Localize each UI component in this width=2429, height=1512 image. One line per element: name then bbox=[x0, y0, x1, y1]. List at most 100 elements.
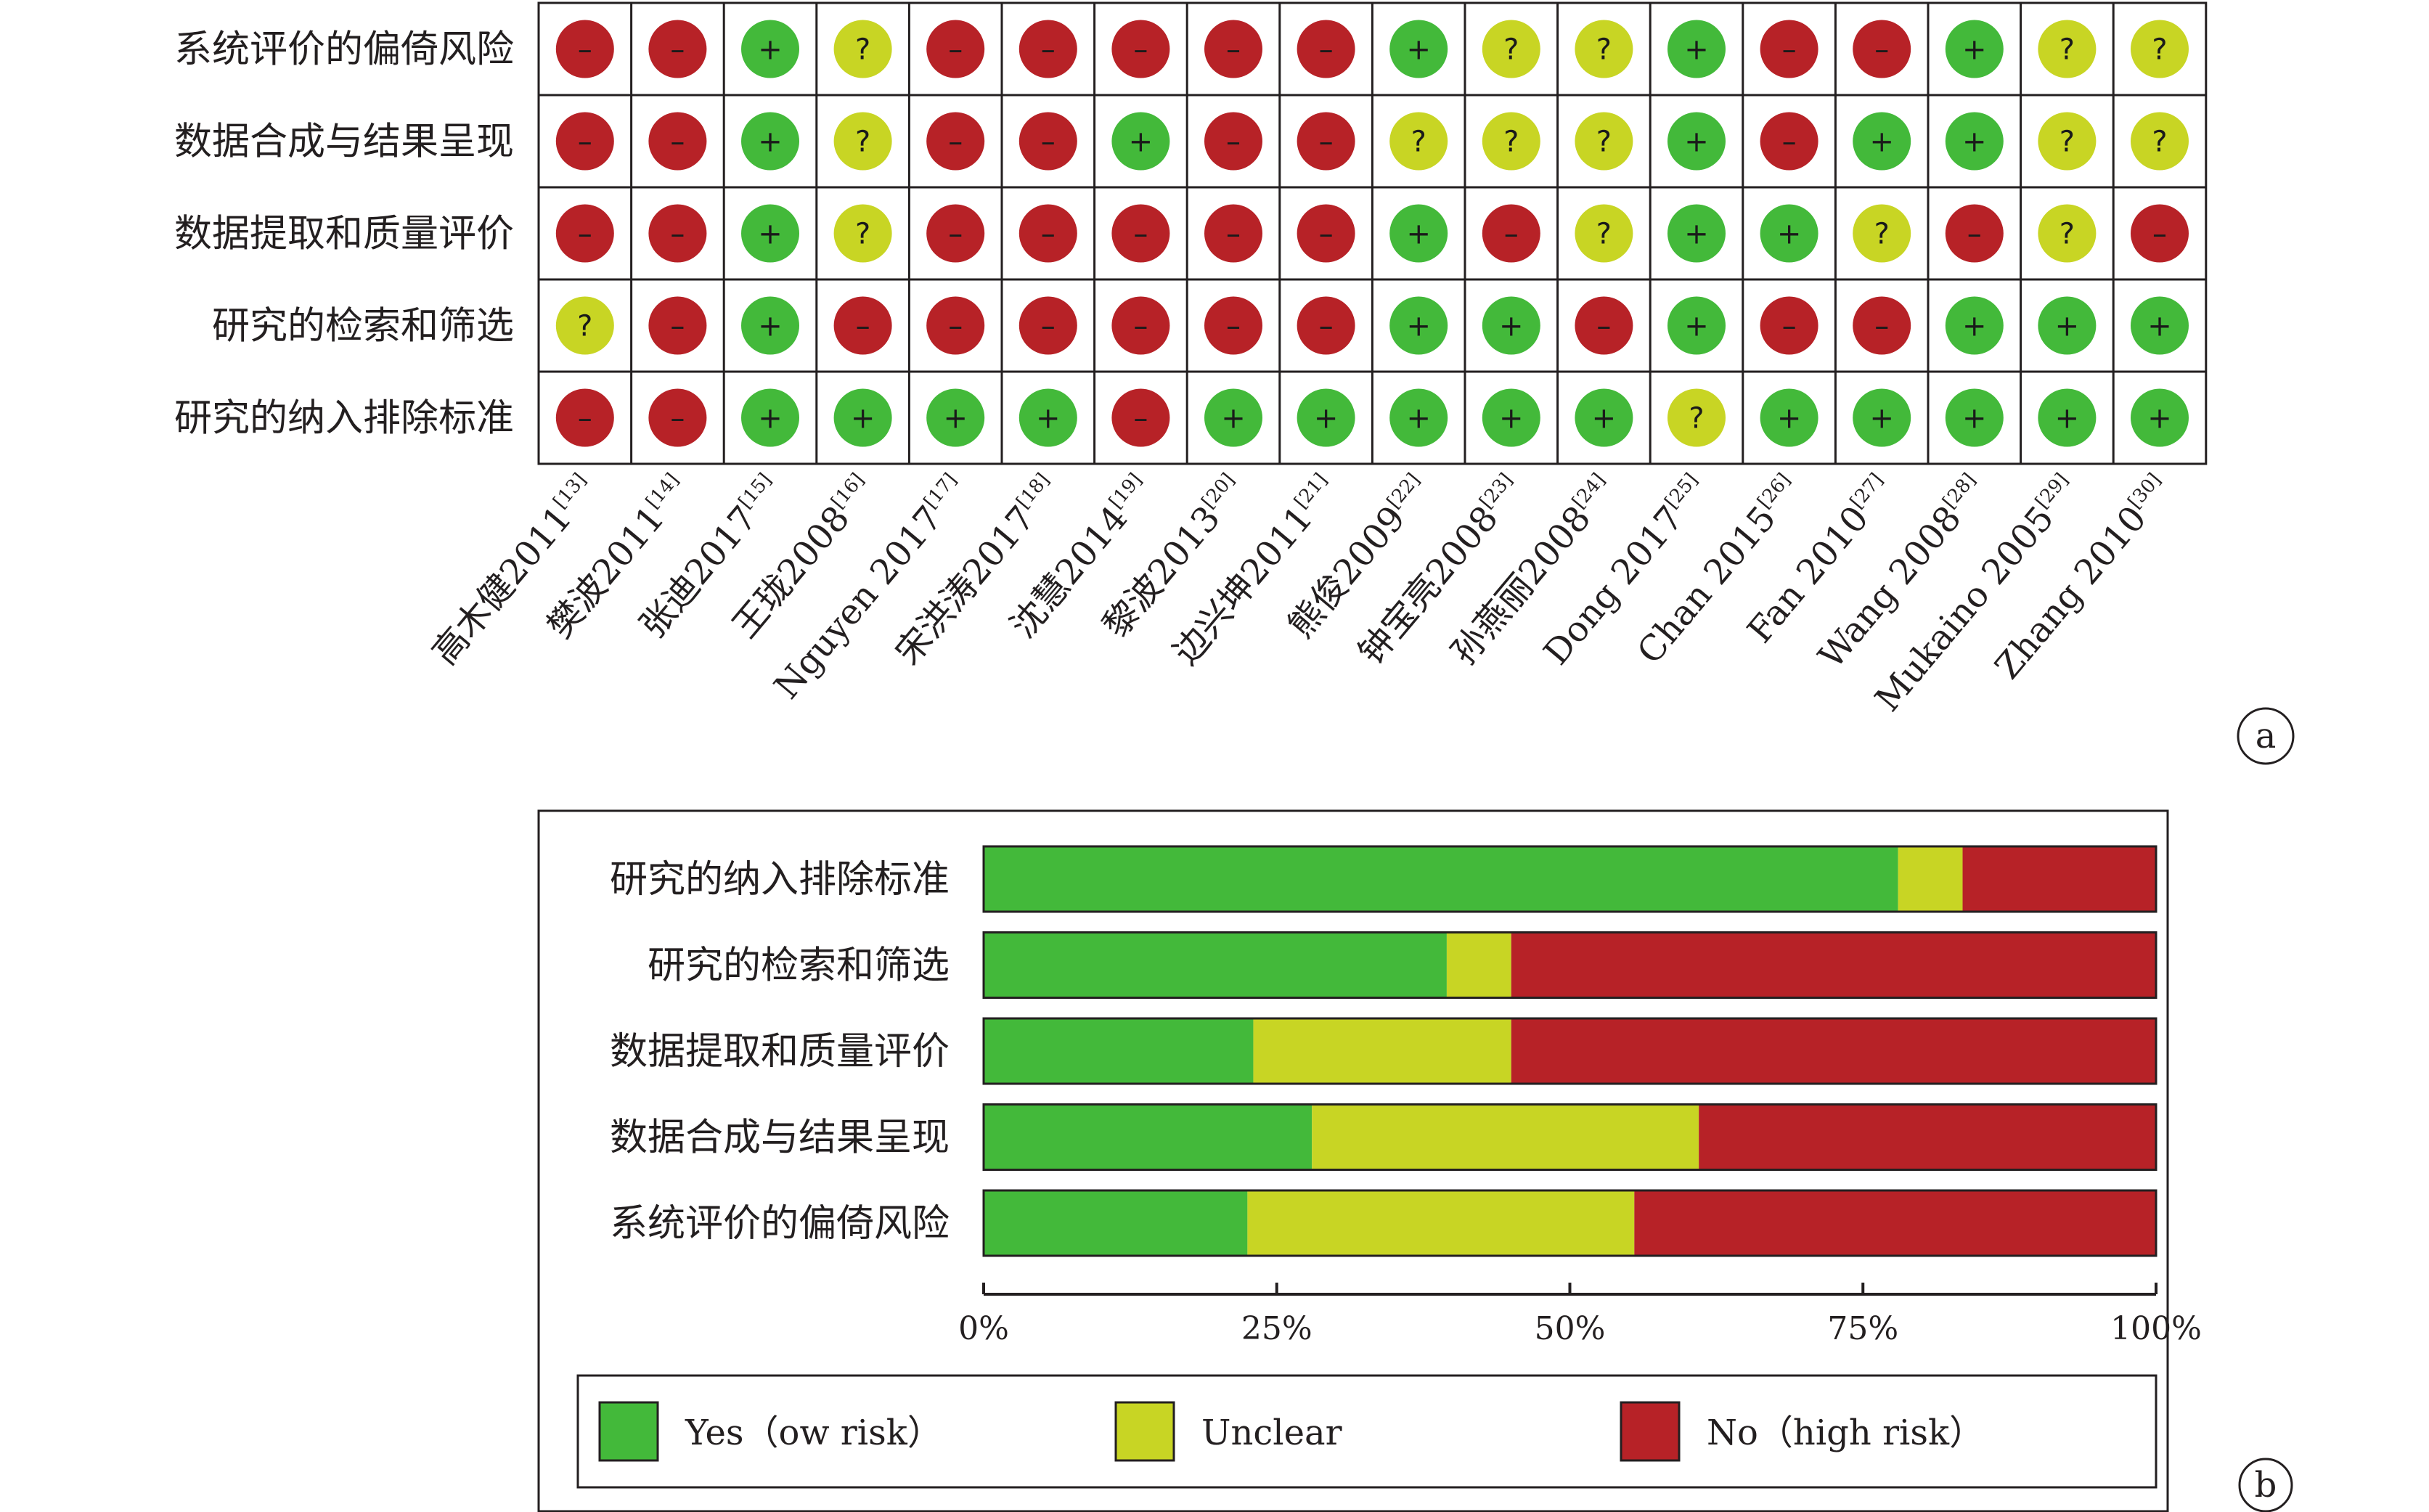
judgement-unclear-dot bbox=[555, 296, 614, 355]
judgement-yes-dot bbox=[1667, 112, 1726, 171]
judgement-yes-dot bbox=[741, 296, 799, 355]
judgement-unclear-symbol: ? bbox=[2152, 33, 2167, 67]
judgement-no-symbol: – bbox=[1782, 126, 1797, 159]
judgement-no-dot bbox=[648, 112, 707, 171]
judgement-yes-symbol: + bbox=[1221, 402, 1246, 436]
judgement-no-symbol: – bbox=[1874, 310, 1889, 343]
judgement-no-dot bbox=[1297, 204, 1355, 263]
judgement-yes-dot bbox=[1667, 20, 1726, 78]
judgement-yes-dot bbox=[741, 388, 799, 447]
bar-row-label: 数据提取和质量评价 bbox=[610, 1030, 950, 1074]
judgement-no-symbol: – bbox=[1041, 33, 1056, 67]
judgement-no-dot bbox=[1204, 112, 1262, 171]
judgement-unclear-dot bbox=[1575, 204, 1633, 263]
judgement-no-dot bbox=[926, 296, 985, 355]
judgement-no-dot bbox=[648, 296, 707, 355]
judgement-yes-dot bbox=[2131, 388, 2189, 447]
bar-outline bbox=[982, 1103, 2157, 1171]
judgement-no-dot bbox=[926, 204, 985, 263]
judgement-no-dot bbox=[648, 388, 707, 447]
study-label: 孙燕丽2008[24] bbox=[1443, 469, 1623, 673]
bar-segment-unclear bbox=[1253, 1018, 1511, 1084]
judgement-no-dot bbox=[1297, 296, 1355, 355]
judgement-yes-dot bbox=[1853, 112, 1911, 171]
panel-b-label-circle bbox=[2238, 1458, 2293, 1512]
bar-segment-no bbox=[1962, 846, 2156, 912]
judgement-unclear-symbol: ? bbox=[1596, 33, 1612, 67]
judgement-unclear-dot bbox=[833, 204, 892, 263]
judgement-no-dot bbox=[833, 296, 892, 355]
judgement-no-dot bbox=[1018, 204, 1077, 263]
judgement-no-symbol: – bbox=[1504, 218, 1519, 251]
judgement-no-dot bbox=[926, 20, 985, 78]
judgement-yes-dot bbox=[741, 20, 799, 78]
judgement-no-symbol: – bbox=[1226, 218, 1241, 251]
panel-a-label: a bbox=[2256, 716, 2277, 756]
judgement-no-dot bbox=[1111, 388, 1170, 447]
bar-outline bbox=[982, 1017, 2157, 1085]
judgement-no-symbol: – bbox=[856, 310, 870, 343]
judgement-yes-symbol: + bbox=[2147, 402, 2172, 436]
x-tick-label: 0% bbox=[958, 1310, 1009, 1347]
judgement-no-symbol: – bbox=[948, 218, 963, 251]
judgement-unclear-symbol: ? bbox=[1689, 402, 1704, 436]
bar-row-label: 数据合成与结果呈现 bbox=[610, 1116, 950, 1160]
judgement-yes-symbol: + bbox=[943, 402, 968, 436]
judgement-no-dot bbox=[1111, 296, 1170, 355]
judgement-no-symbol: – bbox=[578, 33, 592, 67]
judgement-unclear-symbol: ? bbox=[855, 126, 870, 159]
judgement-no-dot bbox=[1760, 112, 1818, 171]
judgement-yes-symbol: + bbox=[758, 218, 783, 251]
judgement-unclear-symbol: ? bbox=[1874, 218, 1890, 251]
risk-of-bias-summary-panel: 系统评价的偏倚风险数据合成与结果呈现数据提取和质量评价研究的检索和筛选研究的纳入… bbox=[174, 1, 2295, 765]
judgement-yes-symbol: + bbox=[2055, 310, 2080, 343]
judgement-yes-symbol: + bbox=[1962, 402, 1987, 436]
judgement-yes-dot bbox=[1760, 204, 1818, 263]
judgement-unclear-dot bbox=[2038, 20, 2097, 78]
judgement-no-symbol: – bbox=[1319, 126, 1334, 159]
legend-label-no: No（high risk） bbox=[1707, 1413, 1984, 1453]
judgement-yes-dot bbox=[1667, 204, 1726, 263]
x-tick-label: 75% bbox=[1827, 1310, 1898, 1347]
judgement-yes-symbol: + bbox=[1777, 218, 1802, 251]
judgement-no-symbol: – bbox=[1319, 33, 1334, 67]
judgement-unclear-dot bbox=[1482, 112, 1540, 171]
judgement-unclear-dot bbox=[1575, 20, 1633, 78]
judgement-yes-dot bbox=[1945, 296, 2004, 355]
study-label: 边兴坤2011[21] bbox=[1165, 469, 1345, 673]
judgement-unclear-dot bbox=[1667, 388, 1726, 447]
judgement-no-dot bbox=[1575, 296, 1633, 355]
judgement-yes-symbol: + bbox=[1499, 402, 1524, 436]
legend-box bbox=[576, 1374, 2157, 1489]
bar-segment-yes bbox=[984, 1104, 1313, 1170]
judgement-yes-dot bbox=[1945, 388, 2004, 447]
judgement-no-symbol: – bbox=[1226, 126, 1241, 159]
judgement-no-symbol: – bbox=[1041, 126, 1056, 159]
study-label: Dong 2017[25] bbox=[1536, 469, 1716, 673]
judgement-yes-dot bbox=[741, 112, 799, 171]
study-label: 宋洪涛2017[18] bbox=[888, 469, 1068, 673]
study-label: Chan 2015[26] bbox=[1630, 469, 1809, 672]
study-label: 高木健2011[13] bbox=[425, 469, 605, 673]
bar-segment-unclear bbox=[1312, 1104, 1699, 1170]
summary-row-label: 研究的检索和筛选 bbox=[212, 305, 514, 348]
bar-segment-unclear bbox=[1247, 1190, 1635, 1256]
bar-segment-yes bbox=[984, 1190, 1248, 1256]
judgement-unclear-dot bbox=[2038, 112, 2097, 171]
judgement-yes-dot bbox=[1389, 20, 1448, 78]
judgement-no-symbol: – bbox=[1319, 310, 1334, 343]
x-tick-label: 100% bbox=[2110, 1310, 2202, 1347]
judgement-yes-symbol: + bbox=[2147, 310, 2172, 343]
judgement-yes-dot bbox=[1482, 388, 1540, 447]
judgement-yes-dot bbox=[741, 204, 799, 263]
judgement-yes-dot bbox=[1204, 388, 1262, 447]
judgement-yes-symbol: + bbox=[1684, 33, 1709, 67]
bar-segment-yes bbox=[984, 932, 1447, 998]
judgement-no-symbol: – bbox=[578, 402, 592, 436]
judgement-yes-symbol: + bbox=[1684, 310, 1709, 343]
judgement-no-symbol: – bbox=[1319, 218, 1334, 251]
legend-swatch-yes bbox=[598, 1401, 659, 1462]
legend-swatch-unclear bbox=[1114, 1401, 1175, 1462]
judgement-no-dot bbox=[555, 388, 614, 447]
judgement-no-dot bbox=[1760, 296, 1818, 355]
